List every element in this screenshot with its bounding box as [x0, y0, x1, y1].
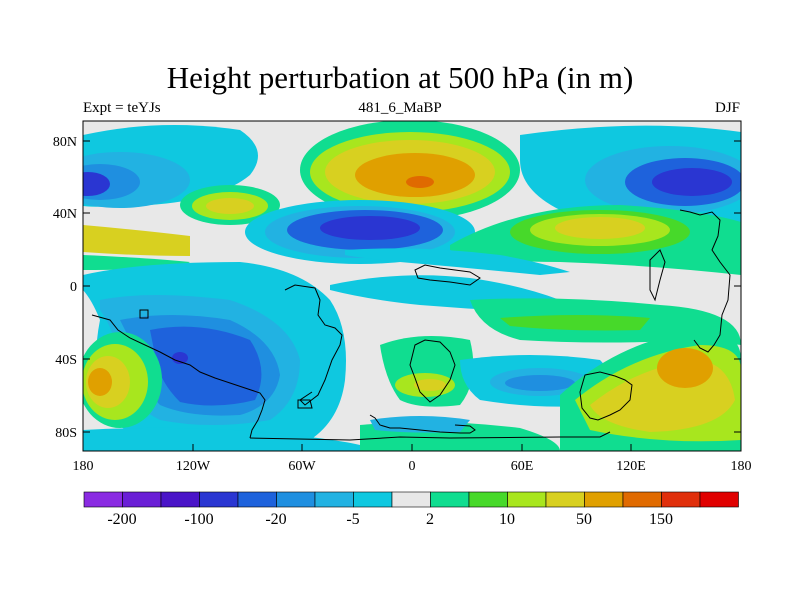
colorbar-swatch: [83, 491, 123, 508]
colorbar-swatch: [468, 491, 508, 508]
lon-label-120e: 120E: [616, 459, 646, 474]
map-title: Height perturbation at 500 hPa (in m): [166, 60, 634, 95]
lat-tick-marks: [83, 140, 741, 433]
lon-label-180w: 180: [73, 459, 94, 474]
coastlines: [91, 209, 731, 441]
lat-label-40s: 40S: [55, 353, 77, 368]
colorbar-label: 10: [499, 511, 515, 528]
colorbar-swatch: [507, 491, 547, 508]
lat-label-80s: 80S: [55, 426, 77, 441]
colorbar-swatch: [122, 491, 162, 508]
lon-label-180e: 180: [731, 459, 752, 474]
colorbar-swatch: [314, 491, 354, 508]
colorbar-swatch: [353, 491, 393, 508]
experiment-label: Expt = teYJs: [83, 100, 161, 116]
lon-tick-marks: [82, 444, 742, 451]
colorbar-swatch: [391, 491, 431, 508]
lat-label-40n: 40N: [53, 207, 77, 222]
colorbar-swatch: [276, 491, 316, 508]
colorbar-label: 2: [426, 511, 434, 528]
colorbar-label: -200: [107, 511, 136, 528]
colorbar-swatch: [661, 491, 701, 508]
colorbar-label: 150: [649, 511, 673, 528]
period-label: 481_6_MaBP: [358, 100, 442, 116]
lon-label-0: 0: [409, 459, 416, 474]
colorbar-swatch: [584, 491, 624, 508]
contour-field: [83, 121, 741, 451]
colorbar-swatch: [160, 491, 200, 508]
colorbar-swatch: [237, 491, 277, 508]
colorbar-swatch: [622, 491, 662, 508]
colorbar-swatch: [545, 491, 585, 508]
colorbar-swatch: [699, 491, 739, 508]
colorbar-label: -5: [346, 511, 359, 528]
lat-label-0: 0: [70, 280, 77, 295]
lon-label-120w: 120W: [176, 459, 211, 474]
colorbar-label: -20: [265, 511, 286, 528]
colorbar-label: -100: [184, 511, 213, 528]
colorbar-swatch: [430, 491, 470, 508]
colorbar: [83, 491, 739, 508]
lat-label-80n: 80N: [53, 135, 77, 150]
lon-label-60e: 60E: [511, 459, 534, 474]
colorbar-label: 50: [576, 511, 592, 528]
lon-label-60w: 60W: [288, 459, 316, 474]
colorbar-swatch: [199, 491, 239, 508]
season-label: DJF: [714, 100, 740, 116]
